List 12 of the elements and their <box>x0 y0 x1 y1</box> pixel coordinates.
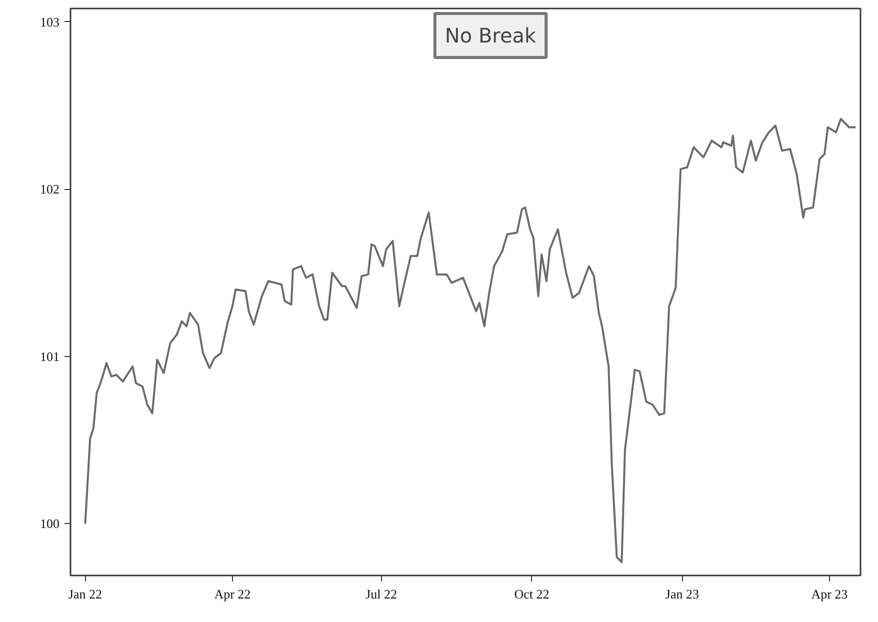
x-tick-label: Oct 22 <box>514 586 550 602</box>
y-tick-label: 100 <box>40 516 60 532</box>
x-tick-label: Apr 23 <box>811 586 848 602</box>
x-tick-label: Jul 22 <box>366 586 397 602</box>
y-tick-label: 101 <box>40 348 60 364</box>
annotation: No Break <box>444 24 537 48</box>
x-tick-label: Jan 22 <box>68 586 102 602</box>
x-tick-label: Apr 22 <box>214 586 251 602</box>
y-tick-label: 103 <box>40 14 60 30</box>
y-tick-label: 102 <box>40 182 60 197</box>
line-series <box>84 118 857 564</box>
x-tick-label: Jan 23 <box>665 586 700 602</box>
